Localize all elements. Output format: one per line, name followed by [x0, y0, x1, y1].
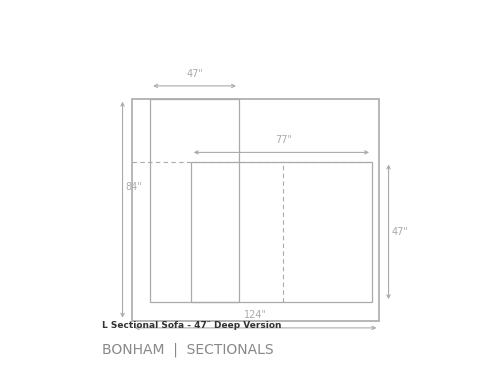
Text: 84": 84"	[126, 183, 142, 192]
Text: 124": 124"	[244, 310, 267, 321]
Text: BONHAM  |  SECTIONALS: BONHAM | SECTIONALS	[102, 343, 274, 357]
Bar	[191, 162, 372, 302]
Text: 77": 77"	[275, 135, 292, 145]
Text: 47": 47"	[392, 227, 408, 237]
Bar	[132, 99, 380, 321]
Bar	[150, 99, 239, 302]
Text: 47": 47"	[186, 69, 203, 78]
Text: L Sectional Sofa - 47″ Deep Version: L Sectional Sofa - 47″ Deep Version	[102, 321, 282, 330]
